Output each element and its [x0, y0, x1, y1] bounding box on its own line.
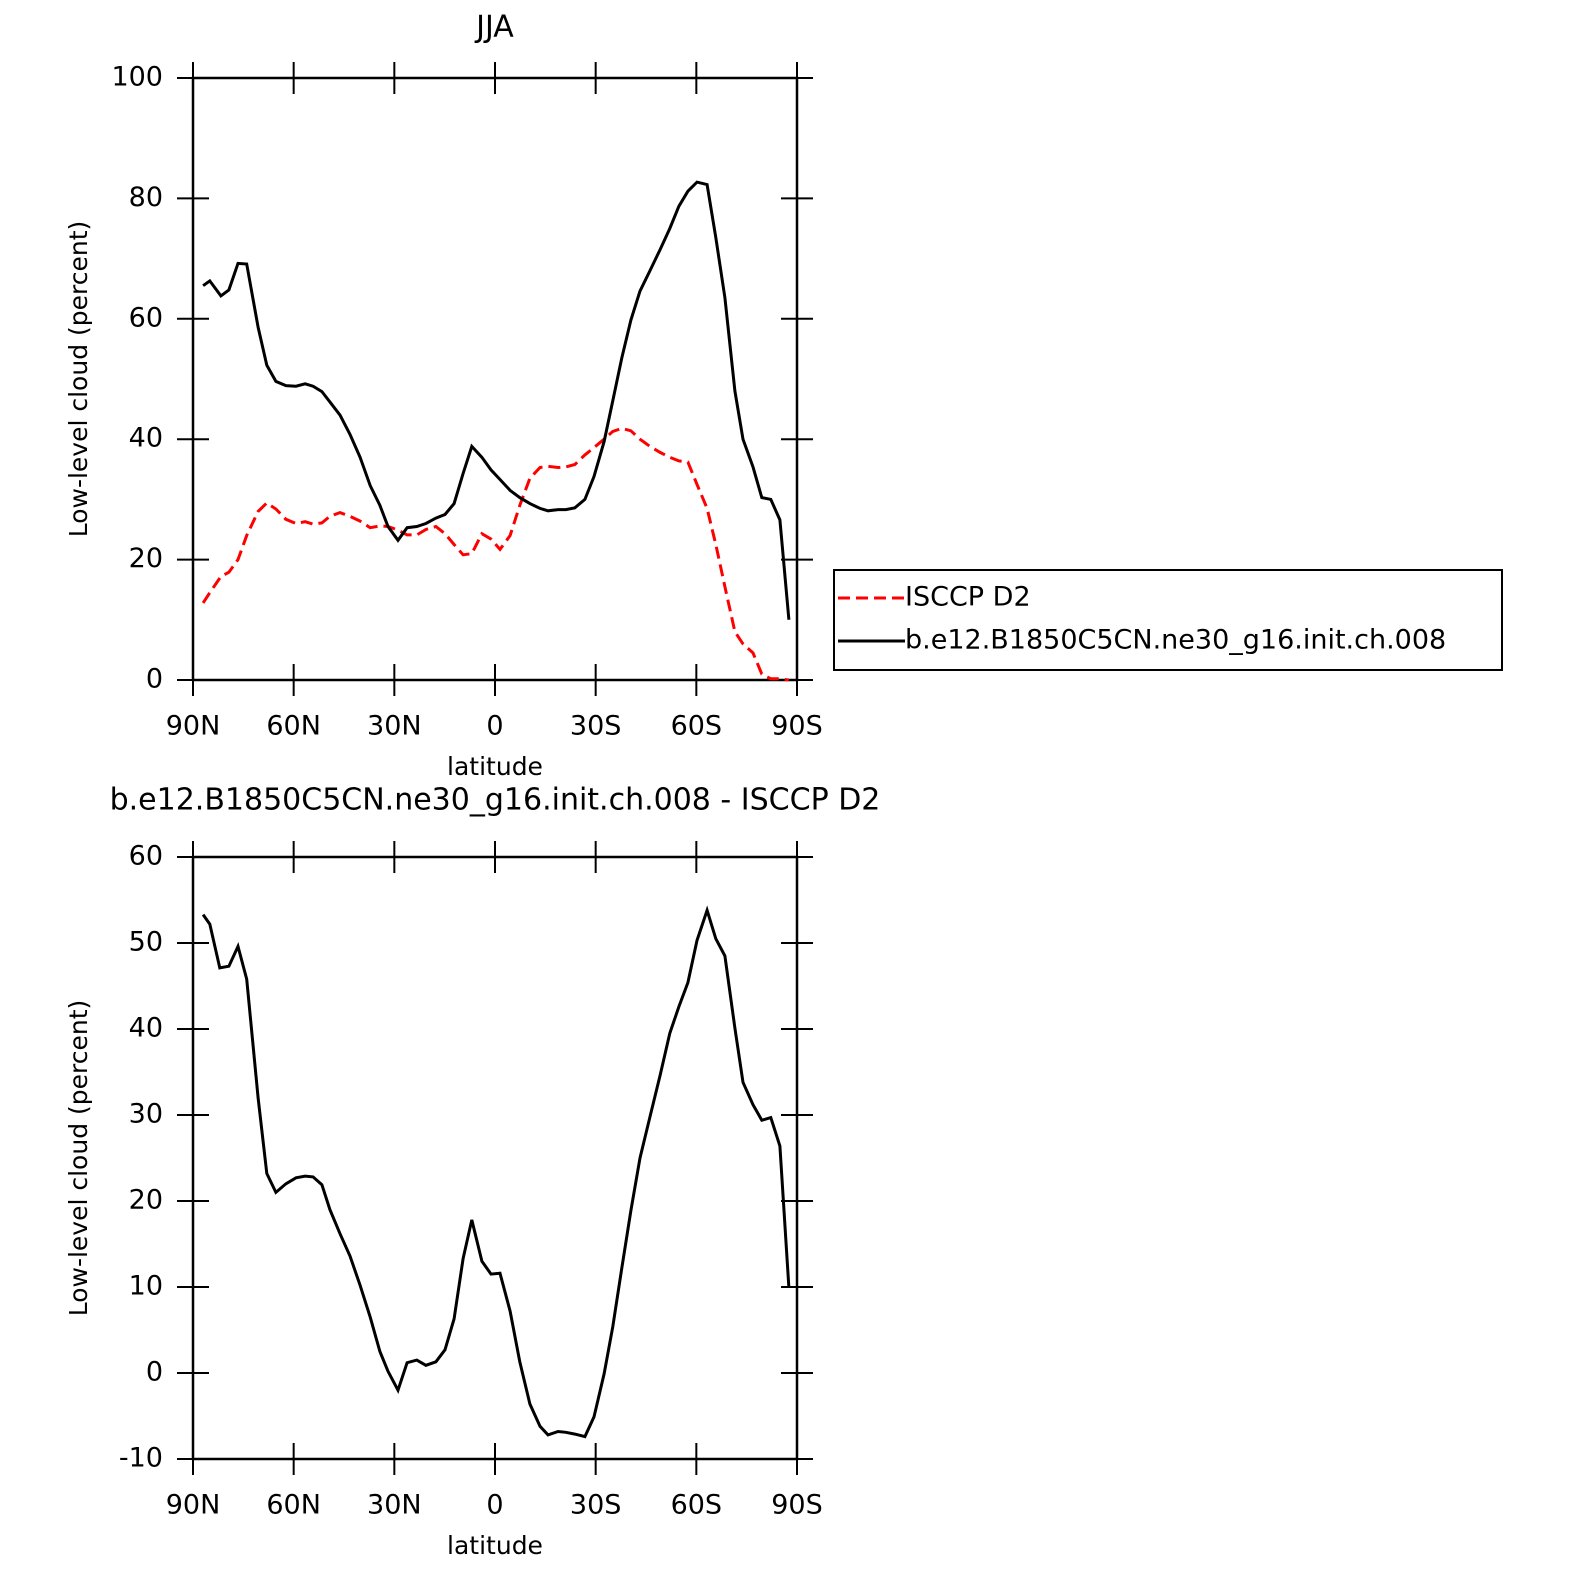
plot-frame	[191, 855, 799, 1461]
y-tick-label: 30	[129, 1099, 163, 1130]
data-line	[202, 180, 791, 620]
x-axis-label: latitude	[447, 1531, 543, 1560]
y-tick-label: 60	[129, 302, 163, 333]
legend-label: ISCCP D2	[905, 582, 1031, 613]
x-tick-label: 30S	[570, 711, 622, 742]
y-tick-label: 40	[129, 1013, 163, 1044]
x-tick-label: 90S	[771, 711, 823, 742]
y-tick-label: 20	[129, 543, 163, 574]
chart-title: JJA	[474, 10, 514, 45]
legend-box	[833, 569, 1503, 671]
x-tick-label: 60N	[266, 711, 321, 742]
y-tick-label: 60	[129, 841, 163, 872]
legend-label: b.e12.B1850C5CN.ne30_g16.init.ch.008	[905, 625, 1446, 656]
x-tick-label: 90N	[166, 711, 221, 742]
y-axis-label: Low-level cloud (percent)	[64, 221, 93, 538]
x-tick-label: 30N	[367, 1490, 422, 1521]
y-tick-label: 50	[129, 927, 163, 958]
x-tick-label: 30S	[570, 1490, 622, 1521]
y-axis-label: Low-level cloud (percent)	[64, 1000, 93, 1317]
x-axis-label: latitude	[447, 752, 543, 781]
x-tick-label: 30N	[367, 711, 422, 742]
legend: ISCCP D2 b.e12.B1850C5CN.ne30_g16.init.ch…	[833, 569, 1503, 671]
data-line	[201, 426, 790, 682]
y-tick-label: 0	[146, 1357, 163, 1388]
data-line	[201, 905, 791, 1439]
plot-frame	[191, 76, 799, 682]
y-tick-label: 40	[129, 423, 163, 454]
x-tick-label: 0	[486, 711, 503, 742]
x-tick-label: 0	[486, 1490, 503, 1521]
x-tick-label: 90N	[166, 1490, 221, 1521]
x-tick-label: 60S	[671, 711, 723, 742]
y-tick-label: 10	[129, 1271, 163, 1302]
x-tick-label: 60N	[266, 1490, 321, 1521]
y-tick-label: 100	[111, 62, 163, 93]
x-tick-label: 60S	[671, 1490, 723, 1521]
y-tick-label: 0	[146, 664, 163, 695]
chart-title: b.e12.B1850C5CN.ne30_g16.init.ch.008 - I…	[110, 783, 881, 818]
x-tick-label: 90S	[771, 1490, 823, 1521]
y-tick-label: 80	[129, 182, 163, 213]
y-tick-label: -10	[119, 1443, 163, 1474]
y-tick-label: 20	[129, 1185, 163, 1216]
